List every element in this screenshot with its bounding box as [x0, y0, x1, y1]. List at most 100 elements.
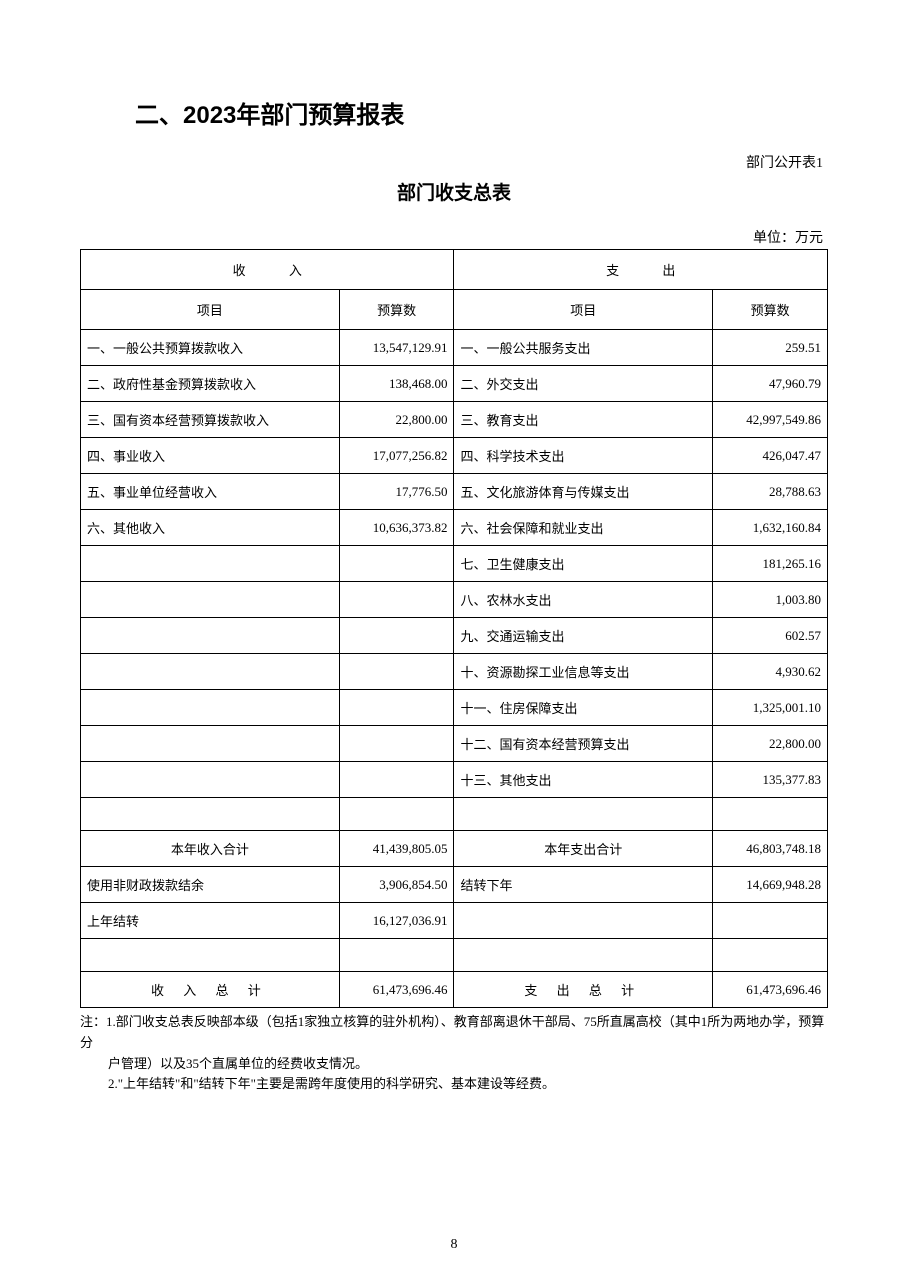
cell: 十一、住房保障支出: [454, 690, 713, 726]
cell: 42,997,549.86: [713, 402, 828, 438]
expense-item-header: 项目: [454, 290, 713, 330]
page-number: 8: [0, 1237, 908, 1253]
cell: [339, 618, 454, 654]
cell: 426,047.47: [713, 438, 828, 474]
cell: 收 入 总 计: [81, 972, 340, 1008]
cell: 七、卫生健康支出: [454, 546, 713, 582]
cell: 三、教育支出: [454, 402, 713, 438]
cell: 三、国有资本经营预算拨款收入: [81, 402, 340, 438]
cell: 1,003.80: [713, 582, 828, 618]
cell: 十二、国有资本经营预算支出: [454, 726, 713, 762]
cell: 41,439,805.05: [339, 831, 454, 867]
cell: [339, 798, 454, 831]
cell: 结转下年: [454, 867, 713, 903]
table-row: 九、交通运输支出 602.57: [81, 618, 828, 654]
cell: 二、外交支出: [454, 366, 713, 402]
table-row: 上年结转 16,127,036.91: [81, 903, 828, 939]
cell: 九、交通运输支出: [454, 618, 713, 654]
cell: 16,127,036.91: [339, 903, 454, 939]
table-row: 十二、国有资本经营预算支出 22,800.00: [81, 726, 828, 762]
cell: [713, 939, 828, 972]
cell: [81, 798, 340, 831]
cell: 28,788.63: [713, 474, 828, 510]
cell: 181,265.16: [713, 546, 828, 582]
table-row: [81, 939, 828, 972]
table-title: 部门收支总表: [80, 178, 828, 205]
footnote-line: 户管理）以及35个直属单位的经费收支情况。: [80, 1054, 828, 1075]
cell: [339, 726, 454, 762]
cell: 22,800.00: [339, 402, 454, 438]
section-title: 二、2023年部门预算报表: [80, 95, 828, 130]
cell: [81, 582, 340, 618]
cell: 3,906,854.50: [339, 867, 454, 903]
cell: [339, 654, 454, 690]
cell: 10,636,373.82: [339, 510, 454, 546]
table-row: 十一、住房保障支出 1,325,001.10: [81, 690, 828, 726]
cell: [454, 939, 713, 972]
cell: 一、一般公共预算拨款收入: [81, 330, 340, 366]
cell: [454, 798, 713, 831]
subtotal-row: 本年收入合计 41,439,805.05 本年支出合计 46,803,748.1…: [81, 831, 828, 867]
cell: 四、科学技术支出: [454, 438, 713, 474]
cell: 五、文化旅游体育与传媒支出: [454, 474, 713, 510]
table-row: 五、事业单位经营收入 17,776.50 五、文化旅游体育与传媒支出 28,78…: [81, 474, 828, 510]
expense-header: 支 出: [454, 250, 828, 290]
cell: 支 出 总 计: [454, 972, 713, 1008]
cell: [339, 939, 454, 972]
cell: 17,776.50: [339, 474, 454, 510]
table-row: 十三、其他支出 135,377.83: [81, 762, 828, 798]
cell: [339, 690, 454, 726]
cell: [339, 546, 454, 582]
cell: 602.57: [713, 618, 828, 654]
cell: 本年收入合计: [81, 831, 340, 867]
table-row: [81, 798, 828, 831]
cell: 1,325,001.10: [713, 690, 828, 726]
total-row: 收 入 总 计 61,473,696.46 支 出 总 计 61,473,696…: [81, 972, 828, 1008]
cell: 259.51: [713, 330, 828, 366]
income-header: 收 入: [81, 250, 454, 290]
table-label: 部门公开表1: [80, 152, 828, 172]
cell: [81, 654, 340, 690]
footnote-line: 2."上年结转"和"结转下年"主要是需跨年度使用的科学研究、基本建设等经费。: [80, 1074, 828, 1095]
table-row: 四、事业收入 17,077,256.82 四、科学技术支出 426,047.47: [81, 438, 828, 474]
unit-label: 单位：万元: [80, 227, 828, 247]
cell: 四、事业收入: [81, 438, 340, 474]
table-row: 十、资源勘探工业信息等支出 4,930.62: [81, 654, 828, 690]
cell: 上年结转: [81, 903, 340, 939]
table-row: 三、国有资本经营预算拨款收入 22,800.00 三、教育支出 42,997,5…: [81, 402, 828, 438]
cell: 一、一般公共服务支出: [454, 330, 713, 366]
cell: 135,377.83: [713, 762, 828, 798]
cell: 本年支出合计: [454, 831, 713, 867]
cell: 61,473,696.46: [713, 972, 828, 1008]
cell: [454, 903, 713, 939]
cell: [81, 762, 340, 798]
cell: [81, 690, 340, 726]
cell: 14,669,948.28: [713, 867, 828, 903]
cell: 17,077,256.82: [339, 438, 454, 474]
cell: 1,632,160.84: [713, 510, 828, 546]
table-row: 一、一般公共预算拨款收入 13,547,129.91 一、一般公共服务支出 25…: [81, 330, 828, 366]
footnote: 注：1.部门收支总表反映部本级（包括1家独立核算的驻外机构）、教育部离退休干部局…: [80, 1012, 828, 1095]
cell: [81, 546, 340, 582]
cell: [81, 618, 340, 654]
cell: [81, 726, 340, 762]
expense-budget-header: 预算数: [713, 290, 828, 330]
cell: 61,473,696.46: [339, 972, 454, 1008]
cell: 六、其他收入: [81, 510, 340, 546]
table-row: 八、农林水支出 1,003.80: [81, 582, 828, 618]
cell: [339, 762, 454, 798]
cell: 二、政府性基金预算拨款收入: [81, 366, 340, 402]
budget-table: 收 入 支 出 项目 预算数 项目 预算数 一、一般公共预算拨款收入 13,54…: [80, 249, 828, 1008]
cell: [713, 903, 828, 939]
cell: 4,930.62: [713, 654, 828, 690]
income-item-header: 项目: [81, 290, 340, 330]
cell: 47,960.79: [713, 366, 828, 402]
cell: 22,800.00: [713, 726, 828, 762]
cell: [81, 939, 340, 972]
table-row: 六、其他收入 10,636,373.82 六、社会保障和就业支出 1,632,1…: [81, 510, 828, 546]
cell: 46,803,748.18: [713, 831, 828, 867]
cell: 五、事业单位经营收入: [81, 474, 340, 510]
cell: 十、资源勘探工业信息等支出: [454, 654, 713, 690]
cell: 八、农林水支出: [454, 582, 713, 618]
cell: 13,547,129.91: [339, 330, 454, 366]
